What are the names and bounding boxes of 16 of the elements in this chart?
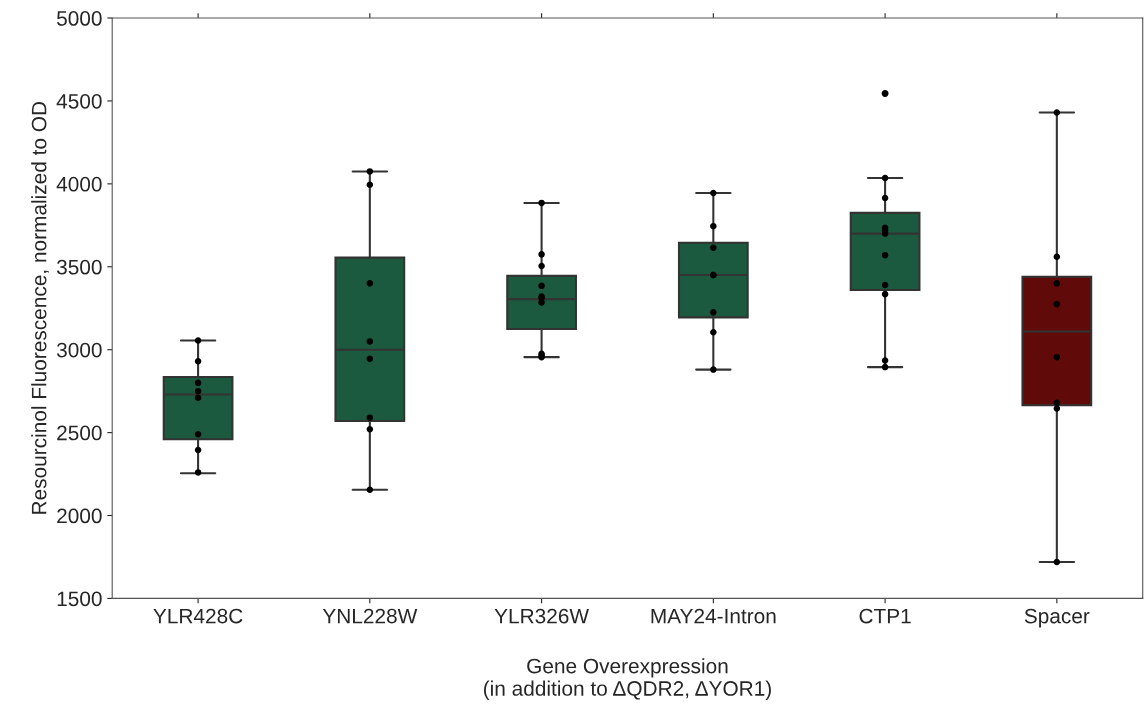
y-tick-label: 5000 — [56, 11, 102, 26]
y-tick-label: 3500 — [56, 259, 102, 275]
x-tick-label: MAY24-Intron — [651, 608, 776, 624]
x-tick-label: YNL228W — [322, 608, 418, 624]
x-tick-label: CTP1 — [859, 608, 911, 624]
x-tick-label: Spacer — [1024, 608, 1090, 628]
y-tick-label: 2500 — [57, 425, 102, 441]
y-tick-label: 1500 — [57, 591, 102, 607]
y-tick-label: 4000 — [56, 176, 102, 192]
x-tick-label: YLR326W — [494, 608, 589, 624]
x-axis-title: Gene Overexpression (in addition to ΔQDR2, ΔYOR1) — [483, 658, 771, 700]
x-tick-label: YLR428C — [153, 608, 243, 624]
y-tick-label: 3000 — [56, 342, 102, 358]
y-tick-label: 2000 — [57, 508, 102, 524]
y-axis-title: Resourcinol Fluorescence, normalized to OD — [31, 101, 49, 514]
y-tick-label: 4500 — [56, 93, 102, 109]
